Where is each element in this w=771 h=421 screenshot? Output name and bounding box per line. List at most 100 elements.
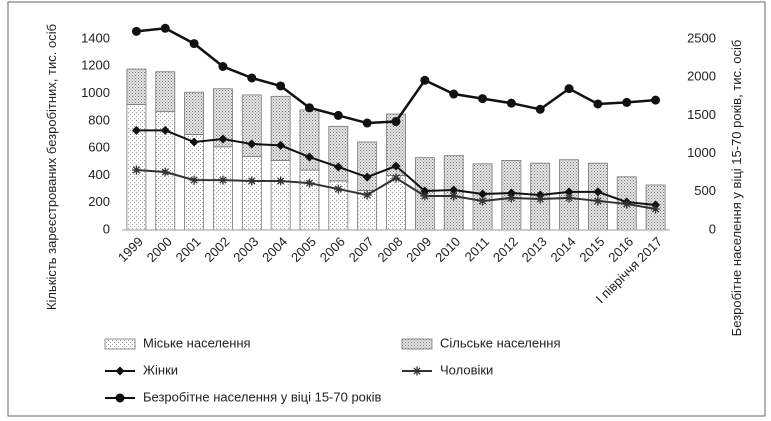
legend-label: Сільське населення <box>440 335 561 350</box>
marker <box>535 194 545 204</box>
marker <box>304 152 314 162</box>
marker <box>247 139 257 149</box>
x-tick-label: 2007 <box>346 234 377 265</box>
x-tick-label: 2010 <box>432 234 463 265</box>
bar-segment <box>270 95 291 161</box>
marker <box>651 95 661 105</box>
marker <box>593 187 603 197</box>
marker <box>391 173 401 183</box>
marker <box>276 81 286 91</box>
bar-segment <box>241 94 262 157</box>
marker <box>131 125 141 135</box>
y2-tick-label: 1000 <box>687 145 716 160</box>
marker <box>304 103 314 113</box>
marker <box>506 193 516 203</box>
legend-swatch <box>104 338 136 350</box>
marker <box>593 196 603 206</box>
marker <box>622 199 632 209</box>
marker <box>131 165 141 175</box>
marker <box>564 193 574 203</box>
marker <box>160 23 170 33</box>
x-tick-label: 2001 <box>173 234 204 265</box>
x-tick-label: 2013 <box>519 234 550 265</box>
x-tick-label: 2003 <box>230 234 261 265</box>
y2-tick-label: 0 <box>709 221 716 236</box>
y-tick-label: 0 <box>103 221 110 236</box>
legend-label: Безробітне населення у віці 15-70 років <box>143 389 381 404</box>
y-tick-label: 800 <box>88 112 110 127</box>
y2-tick-label: 2500 <box>687 30 716 45</box>
y-axis-title: Кількість зареєстрованих безробітних, ти… <box>44 23 59 311</box>
marker <box>304 178 314 188</box>
marker <box>189 39 199 49</box>
frame <box>7 1 766 417</box>
bar-segment <box>386 175 406 231</box>
legend-label: Жінки <box>143 362 178 377</box>
x-tick-label: 2000 <box>144 234 175 265</box>
y-tick-label: 1200 <box>81 58 110 73</box>
y2-axis-title: Безробітне населення у віці 15-70 років,… <box>729 39 744 337</box>
legend-label: Чоловіки <box>440 362 493 377</box>
x-tick-label: 2006 <box>317 234 348 265</box>
marker <box>276 140 286 150</box>
x-tick-label: 2015 <box>576 234 607 265</box>
x-tick-label: 2014 <box>548 234 579 265</box>
bar-segment <box>155 71 176 112</box>
y-tick-label: 600 <box>88 140 110 155</box>
marker <box>218 62 228 72</box>
y-tick-label: 200 <box>88 194 110 209</box>
marker <box>218 175 228 185</box>
legend-swatch <box>401 338 433 350</box>
bar-segment <box>184 91 205 135</box>
marker <box>362 190 372 200</box>
marker <box>651 204 661 214</box>
y-tick-label: 1000 <box>81 85 110 100</box>
marker <box>115 366 125 376</box>
marker <box>131 26 141 36</box>
marker <box>362 172 372 182</box>
marker <box>593 99 603 109</box>
marker <box>506 98 516 108</box>
x-tick-label: 2002 <box>201 234 232 265</box>
marker <box>535 104 545 114</box>
marker <box>564 187 574 197</box>
y-tick-label: 400 <box>88 167 110 182</box>
marker <box>218 134 228 144</box>
marker <box>160 167 170 177</box>
marker <box>478 189 488 199</box>
marker <box>189 175 199 185</box>
marker <box>247 73 257 83</box>
marker <box>449 185 459 195</box>
y2-tick-label: 500 <box>694 183 716 198</box>
marker <box>478 94 488 104</box>
x-tick-label: 2009 <box>403 234 434 265</box>
bar-segment <box>270 160 291 231</box>
y-tick-label: 1400 <box>81 30 110 45</box>
y2-tick-label: 2000 <box>687 69 716 84</box>
legend-label: Міське населення <box>143 335 251 350</box>
marker <box>333 110 343 120</box>
marker <box>362 118 372 128</box>
x-tick-label: 2012 <box>490 234 521 265</box>
marker <box>333 162 343 172</box>
marker <box>189 137 199 147</box>
marker <box>622 97 632 107</box>
marker <box>564 84 574 94</box>
marker <box>449 89 459 99</box>
bar-segment <box>213 146 233 231</box>
x-tick-label: 2004 <box>259 234 290 265</box>
x-tick-label: 2005 <box>288 234 319 265</box>
bar-segment <box>241 155 262 231</box>
bar-segment <box>357 141 378 191</box>
marker <box>391 161 401 171</box>
marker <box>449 191 459 201</box>
marker <box>420 75 430 85</box>
y2-tick-label: 1500 <box>687 107 716 122</box>
bar-segment <box>328 125 349 182</box>
marker <box>247 176 257 186</box>
x-tick-label: 2008 <box>374 234 405 265</box>
x-tick-label: 1999 <box>115 234 146 265</box>
marker <box>160 125 170 135</box>
